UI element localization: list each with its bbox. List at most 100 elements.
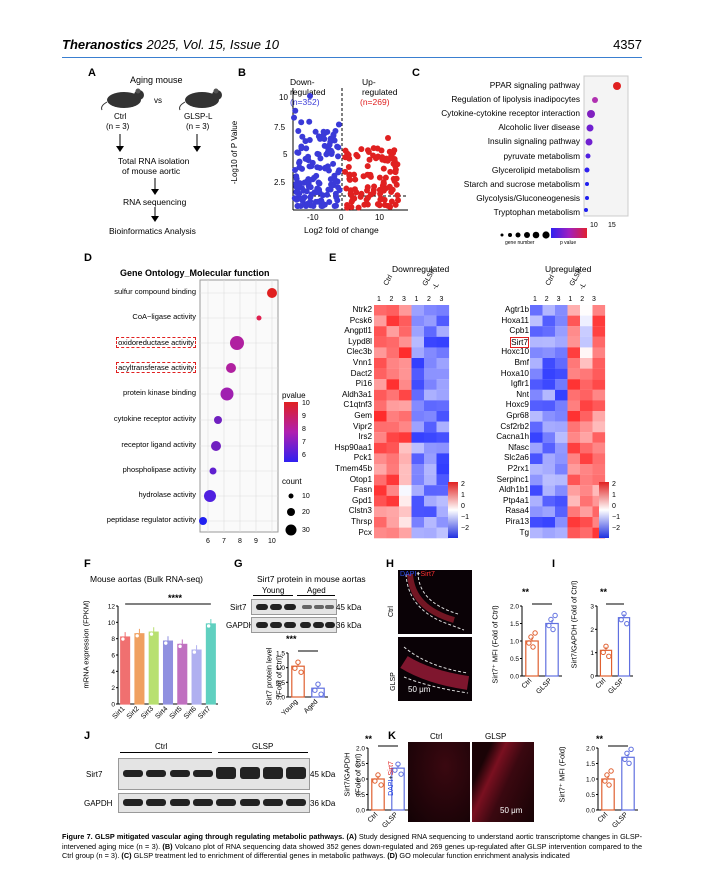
heatmap-cell [592, 474, 606, 486]
heatmap-scale-tick: −2 [461, 525, 469, 532]
heatmap-cell [386, 411, 400, 422]
heatmap-cell [436, 432, 450, 443]
heatmap-cell [567, 474, 581, 486]
volcano-ytick-25: 2.5 [274, 178, 286, 187]
j-blot-gapdh [118, 793, 310, 813]
h-ctrl-image [398, 570, 472, 634]
heatmap-ctrl-label-up: Ctrl [544, 274, 557, 287]
volcano-ytick-5: 5 [283, 150, 288, 159]
volcano-point-down [331, 176, 338, 183]
volcano-point-down [293, 188, 300, 195]
heatmap-col-number: 2 [427, 296, 431, 303]
heatmap-cell [436, 517, 450, 528]
volcano-point-up [358, 146, 365, 153]
heatmap-cell [386, 305, 400, 316]
panel-f-label: F [84, 558, 91, 570]
volcano-point-up [370, 145, 377, 152]
y-tick-label: 10 [108, 620, 116, 627]
gene-number-title: gene number [505, 240, 535, 246]
y-tick-label: 0.5 [276, 680, 285, 687]
volcano-point-up [346, 176, 353, 183]
bar [391, 767, 405, 811]
heatmap-cell [374, 358, 387, 369]
volcano-xlabel: Log2 fold of change [304, 225, 379, 235]
heatmap-cell [399, 517, 412, 528]
volcano-point-down [334, 143, 341, 150]
heatmap-cell [411, 421, 425, 433]
go-p-tick: 8 [302, 426, 306, 433]
go-pvalue-colorbar [284, 402, 298, 462]
x-tick-label: Sirt4 [154, 705, 169, 720]
x-tick-label: Sirt3 [140, 705, 155, 720]
heatmap-cell [411, 379, 425, 390]
go-count-tick: 20 [302, 509, 310, 516]
heatmap-gene-down: Tmem45b [335, 464, 372, 473]
data-point [626, 760, 632, 766]
heatmap-gene-down: Pcsk6 [349, 315, 372, 325]
heatmap-cell [555, 326, 568, 337]
go-p-tick: 10 [302, 400, 310, 407]
heatmap-cell [592, 517, 606, 528]
kegg-term: PPAR signaling pathway [489, 80, 580, 90]
heatmap-gene-down: C1qtnf3 [343, 400, 372, 410]
flow-arrow-2 [151, 178, 159, 195]
go-term: CoA−ligase activity [132, 312, 196, 321]
bar [162, 640, 174, 705]
go-term: sulfur compound binding [114, 287, 196, 296]
x-tick-label: Ctrl [367, 811, 380, 824]
bar [120, 636, 131, 705]
volcano-point-up [387, 168, 394, 175]
data-point [398, 771, 404, 777]
go-xtick-6: 6 [206, 538, 210, 545]
volcano-point-down [317, 155, 324, 162]
heatmap-cell [386, 336, 400, 348]
f-title: Mouse aortas (Bulk RNA-seq) [90, 574, 203, 584]
heatmap-cell [592, 506, 606, 518]
heatmap-gene-down: Clec3b [346, 347, 373, 357]
heatmap-gene-up: Nnt [516, 389, 529, 399]
go-term: protein kinase binding [123, 388, 196, 397]
k-ylabel: Sirt7⁺ MFI (Fold) [557, 746, 567, 803]
heatmap-cell [424, 432, 437, 443]
volcano-xtick-0: 0 [339, 213, 344, 222]
volcano-point-up [392, 169, 399, 176]
kegg-dotplot [583, 75, 629, 217]
heatmap-col-number: 3 [439, 296, 444, 303]
data-point [375, 772, 381, 778]
h-sig: ** [522, 587, 530, 597]
volcano-point-down [321, 201, 328, 208]
heatmap-cell [555, 527, 568, 539]
g-title: Sirt7 protein in mouse aortas [257, 574, 366, 584]
y-tick-label: 1 [590, 650, 594, 657]
data-point [528, 634, 534, 640]
volcano-point-up [358, 190, 365, 197]
y-tick-label: 2.0 [586, 746, 595, 753]
heatmap-glsp-suffix-up: -L [578, 282, 588, 291]
heatmap-cell [424, 347, 437, 359]
volcano-point-up [391, 155, 398, 162]
heatmap-cell [411, 432, 425, 443]
heatmap-cell [580, 315, 593, 327]
heatmap-cell [530, 495, 543, 507]
heatmap-col-number-up: 2 [580, 296, 585, 303]
volcano-point-up [342, 147, 349, 154]
heatmap-cell [580, 347, 593, 359]
heatmap-gene-down: Hsp90aa1 [334, 442, 372, 452]
heatmap-cell [580, 432, 593, 443]
volcano-point-up [353, 189, 360, 196]
heatmap-gene-down: Lypd8l [348, 336, 372, 346]
volcano-point-up [376, 186, 383, 193]
pvalue-title: p value [560, 240, 577, 246]
panel-a-title: Aging mouse [130, 75, 183, 85]
panel-e-label: E [329, 252, 337, 264]
panel-a-label: A [88, 67, 96, 79]
flow-arrow-3 [151, 207, 159, 222]
data-point [177, 643, 183, 650]
heatmap-cell [555, 464, 568, 475]
heatmap-gene-up: Hoxc9 [505, 400, 529, 410]
caption-b-text: Volcano plot of RNA sequencing data show… [62, 841, 642, 861]
j-ctrl-line [120, 752, 212, 753]
bar [177, 643, 188, 705]
